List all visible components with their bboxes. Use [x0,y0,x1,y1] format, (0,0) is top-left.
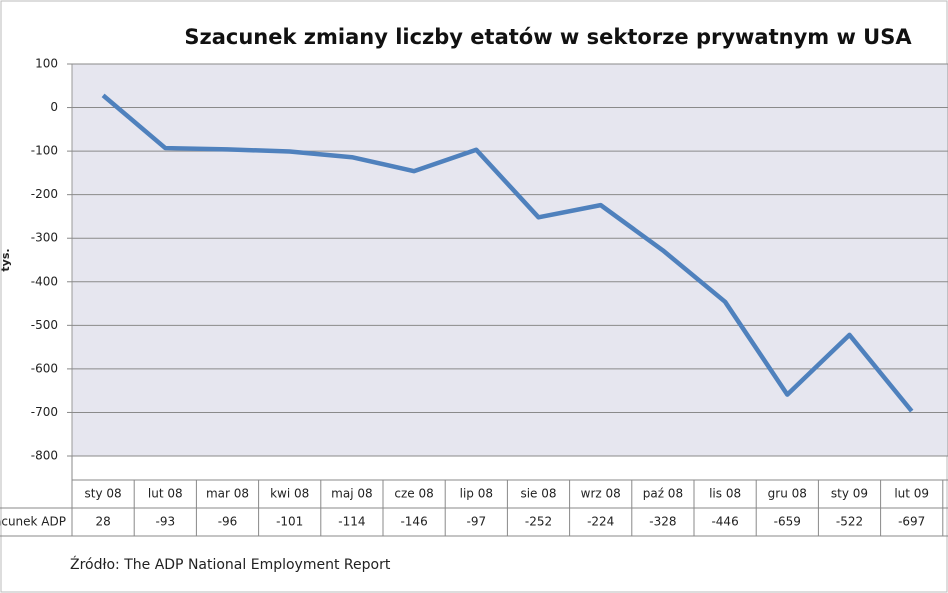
plot-area [71,63,948,457]
x-tick-label: sie 08 [520,487,556,501]
table-value: -97 [466,515,486,529]
x-tick-label: kwi 08 [270,487,309,501]
x-tick-label: sty 09 [831,487,868,501]
x-tick-label: paź 08 [643,487,683,501]
table-value: -659 [774,515,801,529]
y-tick-label: -500 [31,318,58,332]
y-tick-label: -100 [31,144,58,158]
x-tick-label: mar 08 [206,487,249,501]
y-tick-label: -200 [31,187,58,201]
y-tick-label: -700 [31,405,58,419]
table-value: -252 [525,515,552,529]
table-value: -146 [400,515,427,529]
x-tick-label: lis 08 [709,487,741,501]
table-value: -522 [836,515,863,529]
x-tick-label: gru 08 [768,487,807,501]
x-tick-label: cze 08 [394,487,433,501]
y-tick-label: -600 [31,361,58,375]
table-value: -101 [276,515,303,529]
chart-title: Szacunek zmiany liczby etatów w sektorze… [184,25,912,49]
x-tick-label: wrz 08 [581,487,621,501]
y-axis-title: tys. [0,248,12,271]
x-tick-label: sty 08 [85,487,122,501]
table-value: -96 [218,515,238,529]
x-tick-label: maj 08 [331,487,372,501]
source-note: Źródło: The ADP National Employment Repo… [70,555,391,573]
y-tick-label: 100 [35,57,58,71]
x-tick-label: lip 08 [460,487,493,501]
table-value: -93 [155,515,175,529]
table-row-label: Szacunek ADP [0,515,66,529]
table-value: -328 [649,515,676,529]
y-tick-label: 0 [50,100,58,114]
x-tick-label: lut 09 [894,487,929,501]
data-line [101,93,914,413]
table-value: -114 [338,515,365,529]
y-tick-label: -400 [31,274,58,288]
y-tick-label: -300 [31,231,58,245]
y-tick-label: -800 [31,449,58,463]
x-tick-label: lut 08 [148,487,183,501]
table-value: -446 [711,515,738,529]
table-value: -224 [587,515,614,529]
table-value: -697 [898,515,925,529]
table-value: 28 [95,515,110,529]
